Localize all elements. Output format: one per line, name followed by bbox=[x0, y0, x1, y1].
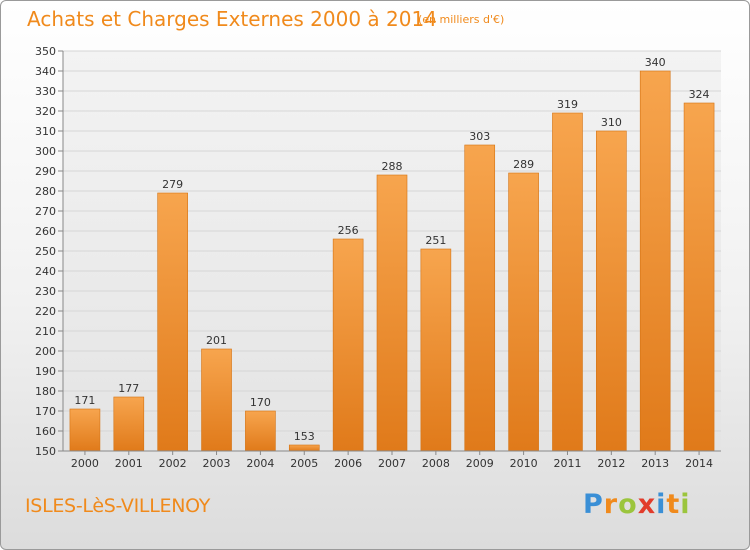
y-tick-label: 250 bbox=[35, 245, 56, 258]
bar-value-label: 201 bbox=[206, 334, 227, 347]
x-tick-label: 2009 bbox=[466, 457, 494, 470]
bar-value-label: 171 bbox=[74, 394, 95, 407]
bar[interactable] bbox=[639, 70, 671, 452]
y-tick-label: 160 bbox=[35, 425, 56, 438]
bar[interactable] bbox=[69, 408, 101, 452]
bar-value-label: 303 bbox=[469, 130, 490, 143]
y-tick-label: 230 bbox=[35, 285, 56, 298]
bar-value-label: 256 bbox=[338, 224, 359, 237]
bar[interactable] bbox=[420, 248, 452, 452]
y-tick-label: 280 bbox=[35, 185, 56, 198]
chart-unit: (en milliers d'€) bbox=[418, 13, 505, 26]
logo-letter: i bbox=[656, 489, 667, 520]
y-tick-label: 290 bbox=[35, 165, 56, 178]
y-tick-label: 300 bbox=[35, 145, 56, 158]
y-tick-label: 150 bbox=[35, 445, 56, 458]
y-tick-label: 220 bbox=[35, 305, 56, 318]
y-tick-label: 320 bbox=[35, 105, 56, 118]
logo-letter: t bbox=[666, 489, 681, 520]
bar-value-label: 340 bbox=[645, 56, 666, 69]
proxiti-logo[interactable]: Proxiti bbox=[583, 489, 691, 520]
x-tick-label: 2013 bbox=[641, 457, 669, 470]
bar[interactable] bbox=[683, 102, 715, 452]
bar-value-label: 177 bbox=[118, 382, 139, 395]
chart-title: Achats et Charges Externes 2000 à 2014 bbox=[27, 7, 437, 31]
x-tick-label: 2002 bbox=[159, 457, 187, 470]
bar-value-label: 319 bbox=[557, 98, 578, 111]
x-tick-label: 2005 bbox=[290, 457, 318, 470]
bar[interactable] bbox=[596, 130, 627, 452]
bar-value-label: 289 bbox=[513, 158, 534, 171]
bar[interactable] bbox=[376, 174, 408, 452]
y-tick-label: 350 bbox=[35, 45, 56, 58]
bar[interactable] bbox=[508, 172, 539, 452]
bar-value-label: 279 bbox=[162, 178, 183, 191]
y-axis: 150 160 170 180 190 200 210 220 230 240 250 260 270 2… bbox=[35, 45, 64, 458]
bar-value-label: 324 bbox=[689, 88, 710, 101]
y-tick-label: 240 bbox=[35, 265, 56, 278]
bar[interactable] bbox=[245, 410, 276, 452]
bar[interactable] bbox=[552, 112, 583, 452]
bar-value-label: 170 bbox=[250, 396, 271, 409]
bar[interactable] bbox=[113, 396, 145, 452]
x-tick-label: 2010 bbox=[510, 457, 538, 470]
x-tick-label: 2006 bbox=[334, 457, 362, 470]
x-tick-label: 2007 bbox=[378, 457, 406, 470]
x-axis: 2000 2001 2002 2003 2004 2005 2006 2007 2008 2009… bbox=[63, 450, 721, 470]
bar-value-label: 310 bbox=[601, 116, 622, 129]
x-tick-label: 2001 bbox=[115, 457, 143, 470]
x-tick-label: 2000 bbox=[71, 457, 99, 470]
x-tick-label: 2004 bbox=[246, 457, 274, 470]
logo-letter: i bbox=[680, 489, 691, 520]
logo-letter: P bbox=[583, 489, 604, 520]
city-name: ISLES-LèS-VILLENOY bbox=[25, 495, 211, 517]
bar[interactable] bbox=[464, 144, 496, 452]
y-tick-label: 190 bbox=[35, 365, 56, 378]
x-tick-label: 2014 bbox=[685, 457, 713, 470]
x-tick-label: 2003 bbox=[203, 457, 231, 470]
y-tick-label: 260 bbox=[35, 225, 56, 238]
bar-value-label: 251 bbox=[425, 234, 446, 247]
y-tick-label: 330 bbox=[35, 85, 56, 98]
bars: 171 177 279 201 170 153 256 288 251 303 289 319 310 3… bbox=[69, 56, 715, 452]
logo-letter: r bbox=[603, 489, 619, 520]
bar[interactable] bbox=[288, 444, 320, 452]
y-tick-label: 210 bbox=[35, 325, 56, 338]
bar[interactable] bbox=[332, 238, 364, 452]
bar-value-label: 288 bbox=[382, 160, 403, 173]
y-tick-label: 270 bbox=[35, 205, 56, 218]
y-tick-label: 180 bbox=[35, 385, 56, 398]
logo-letter: o bbox=[618, 489, 638, 520]
x-tick-label: 2011 bbox=[553, 457, 581, 470]
y-tick-label: 170 bbox=[35, 405, 56, 418]
x-tick-label: 2008 bbox=[422, 457, 450, 470]
y-tick-label: 340 bbox=[35, 65, 56, 78]
bar-value-label: 153 bbox=[294, 430, 315, 443]
x-tick-label: 2012 bbox=[597, 457, 625, 470]
bar[interactable] bbox=[201, 348, 232, 452]
y-tick-label: 200 bbox=[35, 345, 56, 358]
y-tick-label: 310 bbox=[35, 125, 56, 138]
logo-letter: x bbox=[637, 489, 657, 520]
bar[interactable] bbox=[157, 192, 188, 452]
